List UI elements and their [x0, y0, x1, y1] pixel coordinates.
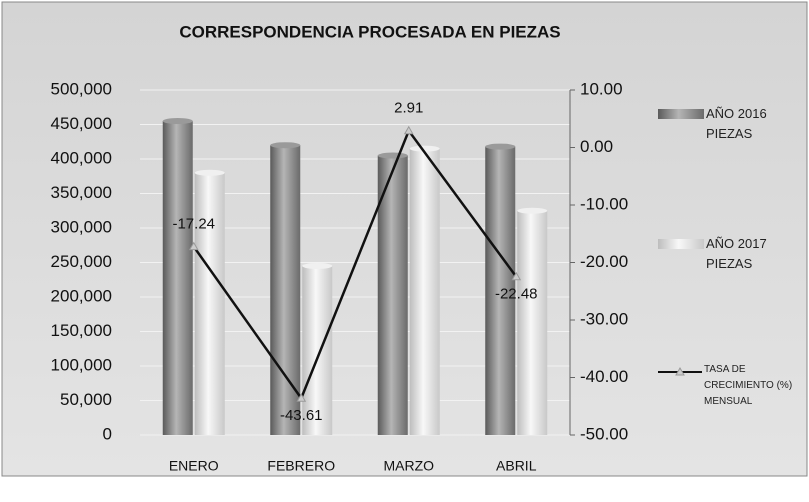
bar-cap	[302, 262, 333, 269]
data-label: -43.61	[280, 407, 323, 424]
y-tick-label: 450,000	[51, 114, 112, 133]
y2-tick-label: -20.00	[580, 252, 628, 271]
line-marker	[403, 125, 414, 135]
legend-swatch	[675, 366, 685, 376]
line-marker	[296, 393, 307, 402]
y-tick-label: 250,000	[51, 252, 112, 271]
bar	[302, 265, 333, 435]
bar	[485, 146, 516, 435]
data-label: -22.48	[495, 286, 538, 303]
y-tick-label: 100,000	[51, 355, 112, 374]
bar-cap	[194, 169, 225, 176]
y-tick-label: 300,000	[51, 217, 112, 236]
bar	[377, 155, 408, 436]
y-tick-label: 350,000	[51, 183, 112, 202]
y2-tick-label: -30.00	[580, 309, 628, 328]
legend-label: TASA DE CRECIMIENTO (%) MENSUAL	[704, 364, 793, 407]
bar	[517, 210, 548, 435]
x-tick-label: MARZO	[383, 458, 434, 474]
legend-label: AÑO 2016 PIEZAS	[706, 106, 767, 141]
legend-swatch	[658, 239, 704, 249]
bar	[409, 148, 440, 435]
bar-cap	[409, 145, 440, 152]
legend-swatch	[658, 109, 704, 119]
y2-tick-label: -10.00	[580, 194, 628, 213]
chart-title: CORRESPONDENCIA PROCESADA EN PIEZAS	[179, 22, 560, 41]
bar	[162, 121, 193, 436]
y-tick-label: 0	[103, 424, 112, 443]
y-tick-label: 400,000	[51, 148, 112, 167]
y-tick-label: 50,000	[60, 390, 112, 409]
bar-cap	[485, 143, 516, 150]
y2-tick-label: 10.00	[580, 79, 623, 98]
bar-cap	[270, 142, 301, 149]
x-tick-label: FEBRERO	[267, 458, 335, 474]
bar-cap	[377, 152, 408, 159]
y-tick-label: 200,000	[51, 286, 112, 305]
y-tick-label: 500,000	[51, 79, 112, 98]
line-marker	[188, 241, 199, 251]
bar-cap	[162, 118, 193, 125]
line-marker	[511, 271, 522, 281]
data-label: -17.24	[172, 216, 215, 233]
y2-tick-label: -40.00	[580, 367, 628, 386]
bar	[270, 145, 301, 435]
line	[192, 128, 518, 401]
bar-cap	[517, 207, 548, 214]
y2-tick-label: -50.00	[580, 424, 628, 443]
y-tick-label: 150,000	[51, 321, 112, 340]
bar	[194, 172, 225, 436]
legend-label: AÑO 2017 PIEZAS	[706, 236, 767, 271]
x-tick-label: ABRIL	[496, 458, 537, 474]
data-label: 2.91	[394, 100, 423, 117]
y2-tick-label: 0.00	[580, 137, 613, 156]
x-tick-label: ENERO	[169, 458, 219, 474]
